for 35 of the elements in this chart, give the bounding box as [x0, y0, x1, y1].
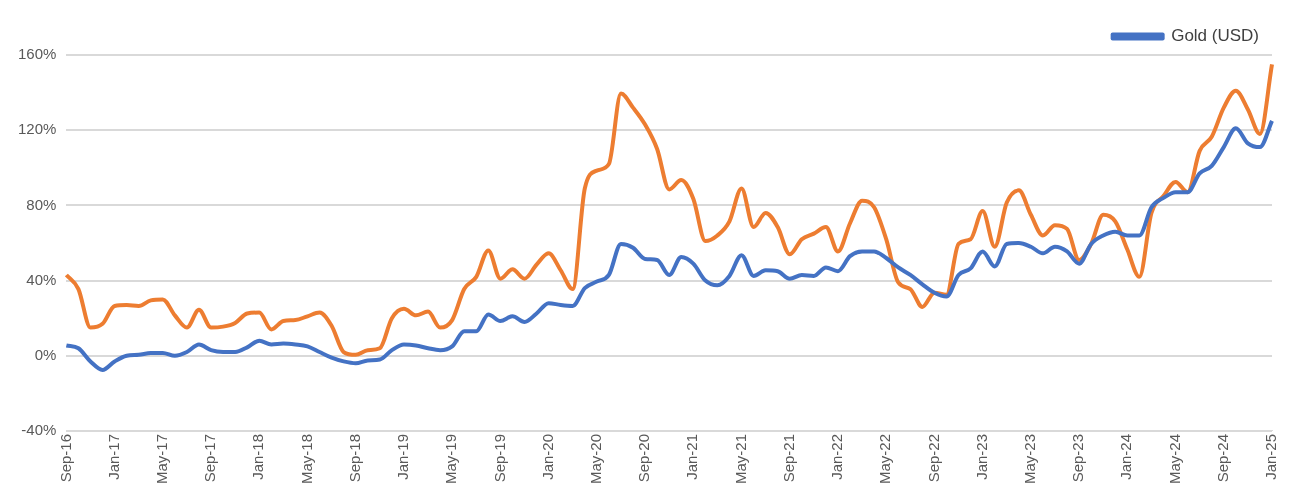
y-tick-label: 40% [26, 270, 57, 288]
x-tick-label: May-20 [586, 433, 604, 485]
line-series [64, 118, 1274, 372]
x-tick-label: Jan-19 [394, 433, 412, 480]
x-tick-label: May-18 [297, 433, 315, 485]
y-tick-label: -40% [21, 421, 57, 439]
x-tick-label: May-21 [731, 433, 749, 485]
x-tick-label: Jan-17 [104, 433, 122, 480]
x-tick-label: Sep-23 [1069, 433, 1087, 483]
x-tick-label: Jan-22 [828, 433, 846, 480]
x-tick-label: May-24 [1165, 433, 1183, 485]
x-tick-label: Jan-21 [683, 433, 701, 480]
x-tick-label: Sep-18 [345, 433, 363, 483]
x-tick-label: Sep-21 [779, 433, 797, 483]
legend-label: Gold (USD) [1171, 26, 1260, 46]
line-series [64, 62, 1274, 357]
x-tick-label: Sep-17 [201, 433, 219, 483]
x-tick-label: Sep-24 [1213, 433, 1231, 483]
x-tick-label: May-23 [1021, 433, 1039, 485]
y-tick-label: 80% [26, 195, 57, 213]
x-tick-label: Sep-19 [490, 433, 508, 483]
x-tick-label: Jan-23 [972, 433, 990, 480]
x-tick-label: May-22 [876, 433, 894, 485]
x-tick-label: Sep-20 [635, 433, 653, 483]
x-tick-label: Sep-22 [924, 433, 942, 483]
x-tick-label: Jan-24 [1117, 433, 1135, 480]
x-tick-label: Sep-16 [56, 433, 74, 483]
y-tick-label: 0% [34, 345, 57, 363]
x-tick-label: Jan-20 [538, 433, 556, 480]
y-tick-label: 160% [17, 45, 57, 63]
x-tick-label: Jan-25 [1262, 433, 1280, 480]
x-tick-label: May-19 [442, 433, 460, 485]
x-tick-label: Jan-18 [249, 433, 267, 480]
y-tick-label: 120% [17, 120, 57, 138]
x-tick-label: May-17 [152, 433, 170, 485]
